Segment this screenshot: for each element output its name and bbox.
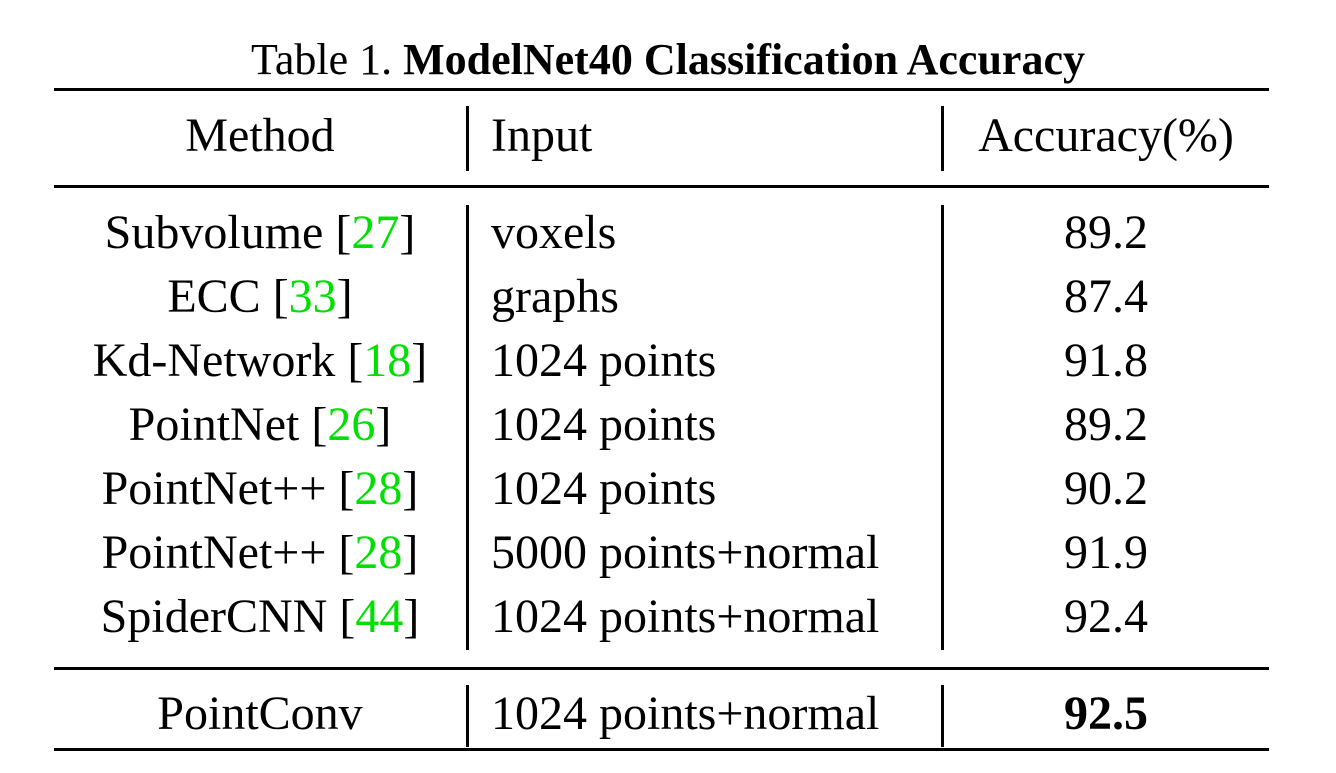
citation-link[interactable]: 33 (288, 270, 337, 323)
table-row-input: voxels (491, 206, 617, 259)
table-row-method: Kd-Network [18] (92, 334, 428, 387)
table-row-input: 1024 points (491, 334, 717, 387)
ours-separator-2 (941, 685, 944, 747)
citation-link[interactable]: 28 (354, 526, 403, 579)
body-separator-2 (941, 205, 944, 650)
caption-prefix: Table 1. (251, 35, 404, 84)
table-row-method: PointNet++ [28] (101, 526, 419, 579)
table-row-input: 1024 points (491, 462, 717, 515)
header-separator-1 (466, 106, 469, 171)
header-method: Method (185, 109, 335, 162)
table-row-accuracy: 90.2 (1064, 462, 1148, 515)
header-separator-2 (941, 106, 944, 171)
table-row-input: 5000 points+normal (491, 526, 880, 579)
caption-title: ModelNet40 Classification Accuracy (403, 35, 1085, 84)
citation-link[interactable]: 28 (354, 462, 403, 515)
table-row-accuracy: 91.8 (1064, 334, 1148, 387)
table-row-input: 1024 points+normal (491, 590, 880, 643)
bottom-rule (54, 748, 1269, 751)
header-accuracy: Accuracy(%) (978, 109, 1234, 162)
table-row-method: ECC [33] (167, 270, 353, 323)
table-row-accuracy: 87.4 (1064, 270, 1148, 323)
table-row-input: graphs (491, 270, 619, 323)
header-input: Input (491, 109, 593, 162)
table-row-method: SpiderCNN [44] (100, 590, 420, 643)
ours-separator-1 (466, 685, 469, 747)
mid-rule (54, 667, 1269, 670)
ours-input: 1024 points+normal (491, 687, 880, 740)
table-row-method: PointNet++ [28] (101, 462, 419, 515)
table-row-input: 1024 points (491, 398, 717, 451)
ours-accuracy: 92.5 (1064, 687, 1148, 740)
table-row-method: Subvolume [27] (104, 206, 416, 259)
table-caption: Table 1. ModelNet40 Classification Accur… (0, 34, 1336, 86)
body-separator-1 (466, 205, 469, 650)
table-row-method: PointNet [26] (128, 398, 392, 451)
table-row-accuracy: 89.2 (1064, 398, 1148, 451)
ours-method: PointConv (157, 687, 363, 740)
top-rule (54, 88, 1269, 91)
citation-link[interactable]: 26 (327, 398, 376, 451)
citation-link[interactable]: 27 (351, 206, 400, 259)
citation-link[interactable]: 44 (355, 590, 404, 643)
table-row-accuracy: 91.9 (1064, 526, 1148, 579)
table-row-accuracy: 92.4 (1064, 590, 1148, 643)
citation-link[interactable]: 18 (363, 334, 412, 387)
table-row-accuracy: 89.2 (1064, 206, 1148, 259)
header-rule (54, 185, 1269, 188)
